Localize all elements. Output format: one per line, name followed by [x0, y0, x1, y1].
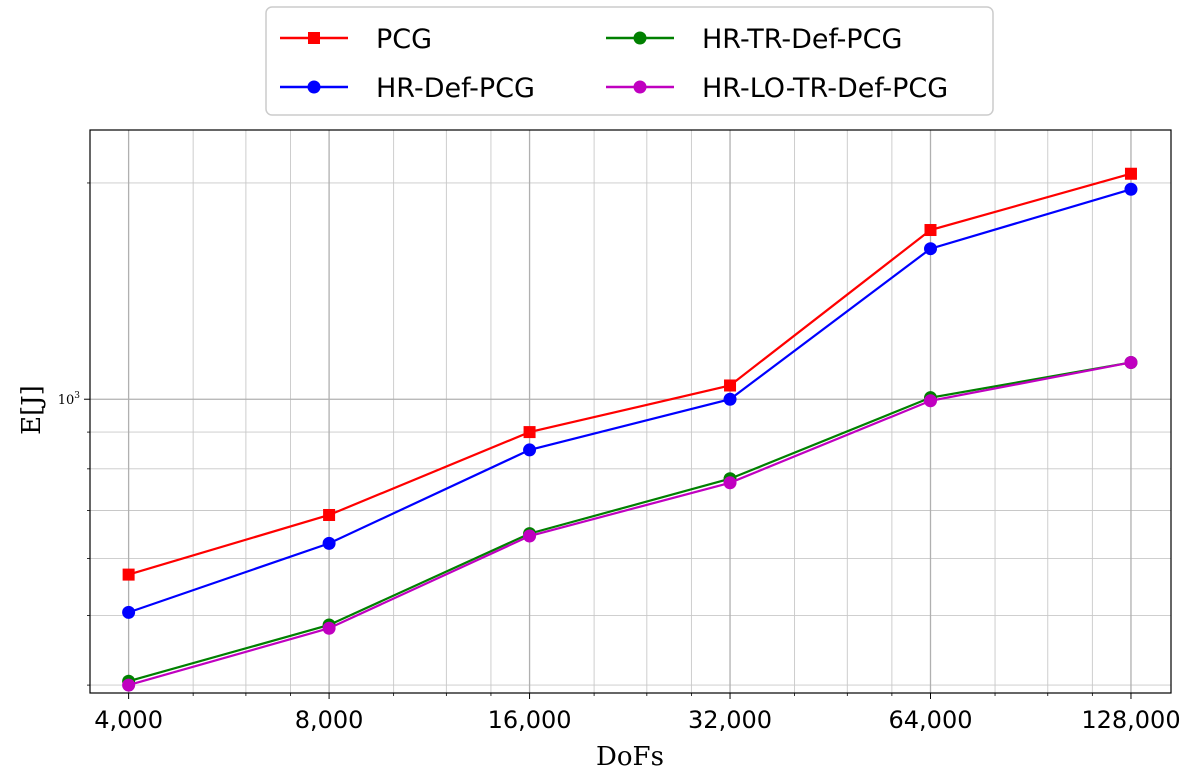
data-point-marker — [723, 476, 737, 490]
data-point-marker — [122, 605, 136, 619]
legend-label: HR-TR-Def-PCG — [702, 24, 902, 55]
legend-marker — [308, 32, 320, 44]
x-tick-label: 64,000 — [889, 706, 973, 734]
series-pcg — [122, 167, 1137, 581]
legend-entry: HR-LO-TR-Def-PCG — [606, 73, 948, 104]
legend-label: HR-LO-TR-Def-PCG — [702, 73, 948, 104]
x-tick-label: 16,000 — [488, 706, 572, 734]
x-axis-label: DoFs — [596, 742, 664, 772]
legend-entry: HR-TR-Def-PCG — [606, 24, 902, 55]
x-tick-label: 4,000 — [94, 706, 163, 734]
data-point-marker — [322, 621, 336, 635]
x-tick-label: 128,000 — [1081, 706, 1180, 734]
data-point-marker — [724, 379, 737, 392]
series-line — [128, 361, 1132, 683]
legend: PCG HR-Def-PCG HR-TR-Def-PCG HR-LO-TR-Def-P… — [265, 6, 994, 116]
data-point-marker — [323, 508, 336, 521]
y-tick-label: 103 — [58, 391, 81, 408]
data-point-marker — [1124, 167, 1137, 180]
x-tick-label: 32,000 — [688, 706, 772, 734]
legend-frame — [265, 6, 994, 116]
data-point-marker — [924, 394, 938, 408]
data-point-marker — [1124, 355, 1138, 369]
data-point-marker — [122, 678, 136, 692]
data-point-marker — [523, 443, 537, 457]
y-axis-label: E[J] — [17, 385, 47, 435]
data-point-marker — [523, 529, 537, 543]
axis-ticks — [84, 182, 1132, 699]
plot-frame — [89, 129, 1172, 694]
data-point-marker — [523, 426, 536, 439]
series-hr-lo-tr-def-pcg — [122, 355, 1138, 692]
legend-marker — [633, 31, 647, 45]
series-line — [128, 188, 1132, 614]
data-point-marker — [322, 536, 336, 550]
legend-label: PCG — [376, 24, 432, 55]
legend-marker — [633, 80, 647, 94]
legend-entry: PCG — [280, 24, 432, 55]
x-tick-label: 8,000 — [295, 706, 364, 734]
major-grid — [90, 130, 1171, 693]
data-point-marker — [723, 392, 737, 406]
y-tick-labels: 103 — [58, 391, 81, 408]
data-point-marker — [1124, 182, 1138, 196]
data-point-marker — [924, 242, 938, 256]
legend-marker — [307, 80, 321, 94]
series-line — [128, 172, 1132, 576]
series-layer — [122, 167, 1138, 692]
legend-entry: HR-Def-PCG — [280, 73, 535, 104]
minor-grid — [89, 130, 1171, 693]
legend-label: HR-Def-PCG — [376, 73, 535, 104]
series-line — [128, 361, 1132, 687]
data-point-marker — [924, 224, 937, 237]
data-point-marker — [122, 568, 135, 581]
series-hr-def-pcg — [122, 182, 1138, 619]
x-tick-labels: 4,000 8,000 16,000 32,000 64,000 128,000 — [94, 706, 1180, 734]
